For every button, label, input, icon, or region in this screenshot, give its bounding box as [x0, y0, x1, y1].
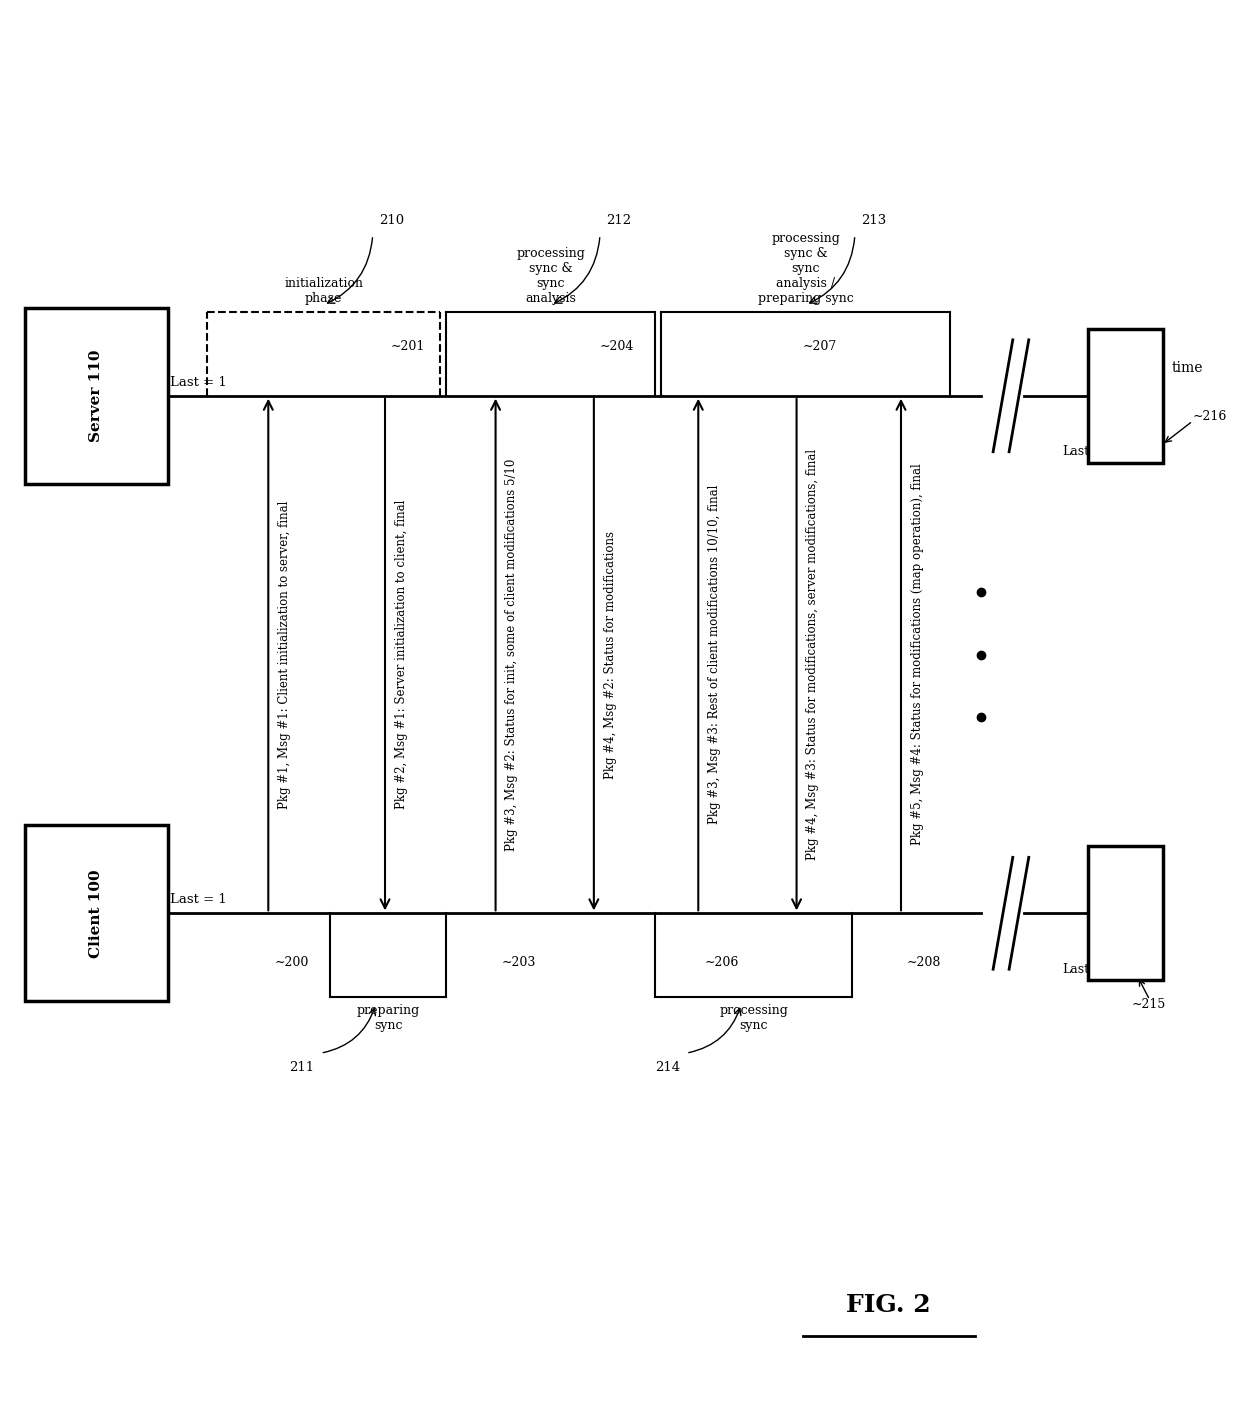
Text: ∼207: ∼207: [802, 340, 837, 353]
FancyBboxPatch shape: [25, 825, 167, 1002]
Text: Pkg #5, Msg #4: Status for modifications (map operation), final: Pkg #5, Msg #4: Status for modifications…: [911, 464, 924, 846]
Text: ∼204: ∼204: [600, 340, 635, 353]
Text: Last: Last: [1063, 962, 1089, 975]
Text: ∼206: ∼206: [704, 955, 739, 969]
Text: ∼215: ∼215: [1131, 998, 1166, 1010]
Text: preparing
sync: preparing sync: [356, 1005, 419, 1033]
Text: Pkg #1, Msg #1: Client initialization to server, final: Pkg #1, Msg #1: Client initialization to…: [278, 501, 291, 809]
Text: Pkg #4, Msg #2: Status for modifications: Pkg #4, Msg #2: Status for modifications: [604, 530, 616, 778]
Text: Server 110: Server 110: [89, 349, 103, 442]
Text: processing
sync: processing sync: [719, 1005, 787, 1033]
Text: Next: Next: [1097, 962, 1128, 975]
Text: Last = 1: Last = 1: [170, 376, 227, 388]
Text: Pkg #4, Msg #3: Status for modifications, server modifications, final: Pkg #4, Msg #3: Status for modifications…: [806, 449, 820, 860]
Text: Last: Last: [1063, 445, 1089, 459]
Text: Client 100: Client 100: [89, 870, 103, 958]
Text: ∼201: ∼201: [391, 340, 425, 353]
Text: Pkg #3, Msg #2: Status for init, some of client modifications 5/10: Pkg #3, Msg #2: Status for init, some of…: [506, 459, 518, 851]
Text: 212: 212: [606, 214, 631, 228]
Text: initialization
phase: initialization phase: [284, 277, 363, 305]
Text: ∼200: ∼200: [274, 955, 309, 969]
Text: Pkg #3, Msg #3: Rest of client modifications 10/10, final: Pkg #3, Msg #3: Rest of client modificat…: [708, 485, 722, 825]
FancyBboxPatch shape: [1087, 329, 1163, 463]
Text: Next: Next: [1097, 445, 1128, 459]
Text: ∼203: ∼203: [502, 955, 536, 969]
FancyBboxPatch shape: [25, 308, 167, 484]
Text: 210: 210: [379, 214, 404, 228]
Text: processing
sync &
sync
analysis /
preparing sync: processing sync & sync analysis / prepar…: [758, 232, 853, 305]
Text: processing
sync &
sync
analysis: processing sync & sync analysis: [516, 246, 585, 305]
Text: 213: 213: [861, 214, 887, 228]
Text: FIG. 2: FIG. 2: [847, 1293, 931, 1317]
Text: ∼216: ∼216: [1193, 411, 1228, 424]
Text: Pkg #2, Msg #1: Server initialization to client, final: Pkg #2, Msg #1: Server initialization to…: [394, 499, 408, 809]
Text: 211: 211: [289, 1061, 315, 1074]
Text: 214: 214: [655, 1061, 680, 1074]
Text: Last = 1: Last = 1: [170, 893, 227, 906]
FancyBboxPatch shape: [1087, 846, 1163, 981]
Text: time: time: [1172, 360, 1203, 374]
Text: ∼208: ∼208: [908, 955, 941, 969]
